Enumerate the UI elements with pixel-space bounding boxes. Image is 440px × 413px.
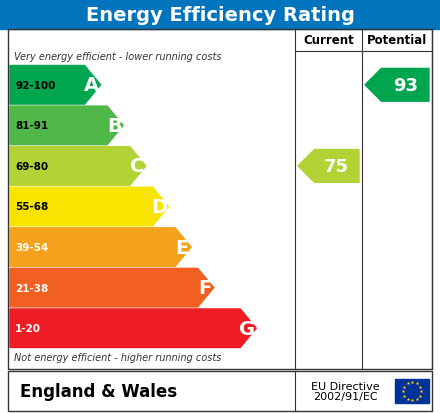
Text: 2002/91/EC: 2002/91/EC [313, 391, 378, 401]
Text: 21-38: 21-38 [15, 283, 48, 293]
Text: 39-54: 39-54 [15, 242, 48, 252]
Polygon shape [10, 269, 214, 307]
Polygon shape [365, 69, 429, 102]
Text: 1-20: 1-20 [15, 323, 41, 333]
Polygon shape [10, 66, 101, 105]
Text: E: E [176, 238, 189, 257]
Bar [8, 371, 432, 411]
Text: 93: 93 [392, 76, 418, 95]
Bar [0, 0, 440, 30]
Polygon shape [10, 147, 146, 186]
Text: A: A [84, 76, 99, 95]
Polygon shape [10, 188, 169, 226]
Text: 69-80: 69-80 [15, 161, 48, 171]
Bar [0, 369, 440, 413]
Text: 55-68: 55-68 [15, 202, 48, 212]
Text: D: D [151, 197, 168, 216]
Text: 92-100: 92-100 [15, 81, 55, 90]
Text: B: B [107, 116, 121, 135]
Text: EU Directive: EU Directive [311, 381, 379, 391]
Text: Not energy efficient - higher running costs: Not energy efficient - higher running co… [14, 352, 221, 362]
Text: C: C [130, 157, 144, 176]
Polygon shape [10, 107, 123, 145]
Text: Very energy efficient - lower running costs: Very energy efficient - lower running co… [14, 52, 221, 62]
Text: G: G [239, 319, 255, 338]
Text: Current: Current [303, 34, 354, 47]
Polygon shape [10, 228, 191, 267]
Text: 81-91: 81-91 [15, 121, 48, 131]
Polygon shape [10, 309, 256, 348]
Bar [8, 30, 432, 369]
Text: Potential: Potential [367, 34, 427, 47]
Text: 75: 75 [324, 157, 349, 176]
Text: England & Wales: England & Wales [20, 382, 177, 400]
Bar [395, 379, 429, 403]
Text: Energy Efficiency Rating: Energy Efficiency Rating [85, 5, 355, 24]
Polygon shape [298, 150, 359, 183]
Text: F: F [198, 278, 211, 297]
